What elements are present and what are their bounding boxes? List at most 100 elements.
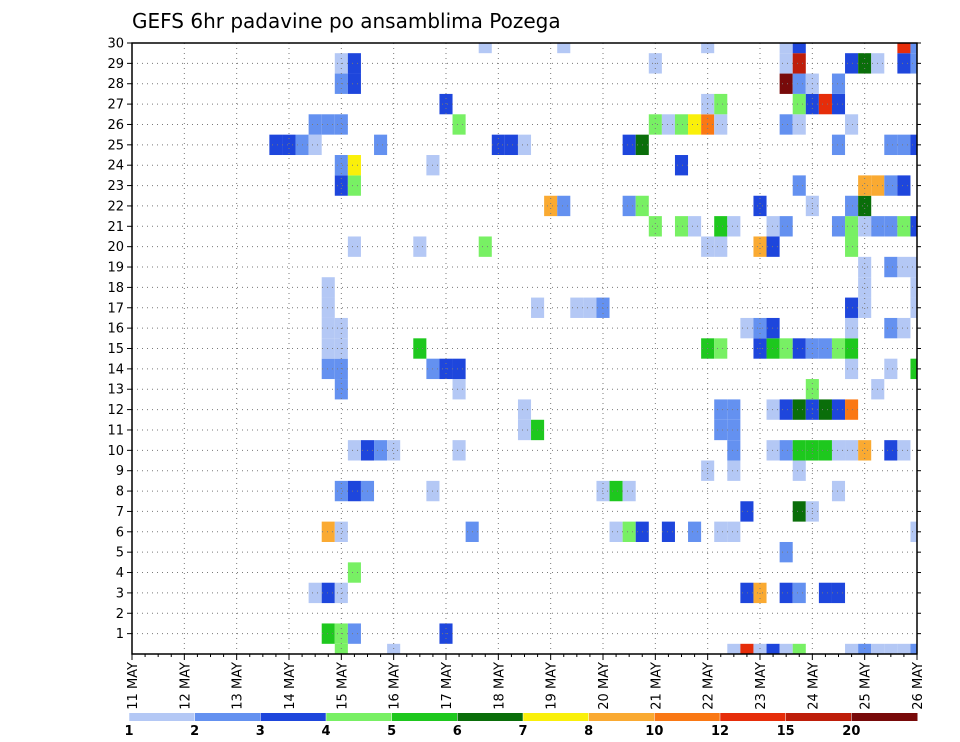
colorbar-label: 10 — [645, 724, 663, 739]
x-tick-label: 23 MAY — [754, 662, 769, 710]
y-tick-label: 27 — [107, 98, 124, 113]
y-tick-label: 8 — [116, 485, 124, 500]
data-cell — [661, 114, 675, 135]
colorbar-label: 15 — [777, 724, 795, 739]
data-cell — [648, 114, 662, 135]
data-cell — [688, 521, 702, 542]
data-cell — [661, 521, 675, 542]
data-cell — [831, 134, 846, 156]
data-cell — [818, 93, 832, 115]
data-cell — [622, 195, 636, 217]
data-cell — [740, 582, 754, 604]
x-tick-label: 18 MAY — [492, 662, 507, 710]
y-tick-label: 21 — [107, 220, 124, 235]
cells-layer — [269, 43, 917, 654]
data-cell — [845, 53, 859, 74]
data-cell — [845, 216, 859, 237]
y-tick-label: 23 — [107, 179, 124, 194]
data-cell — [910, 297, 917, 318]
data-cell — [308, 134, 322, 156]
data-cell — [897, 43, 911, 54]
data-cell — [727, 440, 741, 461]
data-cell — [792, 175, 806, 196]
data-cell — [334, 521, 348, 542]
data-cell — [727, 643, 741, 654]
data-cell — [818, 440, 832, 461]
x-tick-label: 26 MAY — [911, 662, 926, 710]
data-cell — [897, 643, 911, 654]
y-tick-label: 3 — [116, 586, 124, 601]
data-cell — [517, 134, 532, 156]
y-tick-label: 19 — [107, 261, 124, 276]
data-cell — [334, 480, 348, 502]
data-cell — [779, 399, 793, 420]
y-tick-label: 15 — [107, 342, 124, 357]
data-cell — [347, 155, 361, 176]
colorbar-label: 1 — [124, 724, 133, 739]
data-cell — [897, 440, 911, 461]
colorbar-swatch — [457, 713, 524, 721]
y-tick-label: 5 — [116, 546, 124, 561]
y-tick-label: 9 — [116, 464, 124, 479]
data-cell — [439, 93, 453, 115]
y-tick-label: 16 — [107, 322, 124, 337]
data-cell — [845, 236, 859, 257]
data-cell — [334, 175, 348, 196]
data-cell — [347, 440, 361, 461]
data-cell — [753, 236, 767, 257]
data-cell — [831, 93, 846, 115]
data-cell — [347, 623, 361, 644]
data-cell — [609, 480, 623, 502]
data-cell — [714, 93, 728, 115]
data-cell — [557, 195, 571, 217]
x-tick-label: 25 MAY — [859, 662, 874, 710]
data-cell — [910, 216, 917, 237]
data-cell — [845, 297, 859, 318]
data-cell — [884, 643, 898, 654]
data-cell — [347, 175, 361, 196]
data-cell — [321, 582, 335, 604]
data-cell — [727, 521, 741, 542]
data-cell — [884, 440, 898, 461]
data-cell — [714, 521, 728, 542]
y-tick-label: 29 — [107, 57, 124, 72]
data-cell — [779, 43, 793, 54]
y-tick-label: 28 — [107, 77, 124, 92]
data-cell — [831, 216, 846, 237]
colorbar-swatch — [523, 713, 590, 721]
data-cell — [792, 501, 806, 522]
data-cell — [831, 480, 846, 502]
data-cell — [897, 256, 911, 278]
data-cell — [871, 643, 885, 654]
data-cell — [792, 399, 806, 420]
colorbar-swatch — [851, 713, 918, 721]
data-cell — [884, 216, 898, 237]
data-cell — [544, 195, 558, 217]
data-cell — [622, 521, 636, 542]
y-tick-label: 1 — [116, 627, 124, 642]
y-tick-label: 11 — [107, 423, 124, 438]
x-tick-label: 22 MAY — [702, 662, 717, 710]
data-cell — [779, 114, 793, 135]
y-tick-label: 10 — [107, 444, 124, 459]
data-cell — [792, 114, 806, 135]
x-tick-label: 20 MAY — [597, 662, 612, 710]
data-cell — [779, 73, 793, 94]
data-cell — [609, 521, 623, 542]
data-cell — [321, 521, 335, 542]
colorbar-swatch — [588, 713, 655, 721]
data-cell — [792, 338, 806, 359]
colorbar-swatch — [194, 713, 261, 721]
data-cell — [688, 216, 702, 237]
plot-frame — [131, 42, 918, 655]
data-cell — [831, 582, 846, 604]
data-cell — [557, 43, 571, 54]
data-cell — [714, 419, 728, 441]
data-cell — [766, 440, 780, 461]
data-cell — [321, 623, 335, 644]
data-cell — [491, 134, 505, 156]
data-cell — [452, 358, 466, 380]
data-cell — [858, 297, 872, 318]
colorbar-label: 4 — [321, 724, 330, 739]
